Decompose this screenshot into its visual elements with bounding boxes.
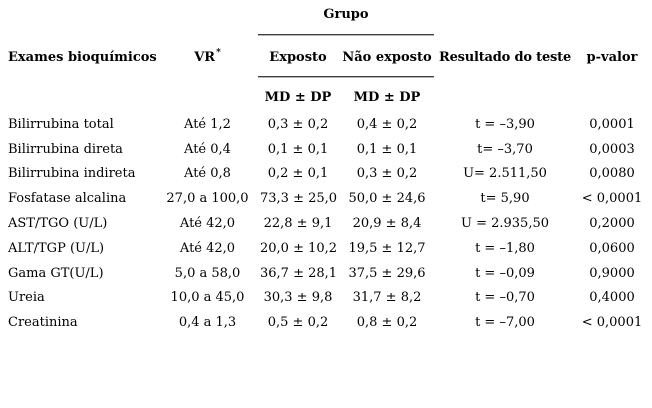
pvalue-cell: 0,2000 <box>589 216 635 232</box>
md-dp-subheader-row: MD ± DP MD ± DP <box>0 87 652 107</box>
pvalue-cell: 0,4000 <box>589 290 635 306</box>
test-result-cell: U = 2.935,50 <box>460 216 549 232</box>
vr-cell: Até 42,0 <box>179 240 236 256</box>
exposed-cell: 22,8 ± 9,1 <box>263 216 333 232</box>
table-row: Bilirrubina indireta Até 0,8 0,2 ± 0,1 0… <box>0 162 652 187</box>
vr-cell: Até 0,8 <box>184 166 231 182</box>
test-result-cell: t = –0,09 <box>475 265 535 281</box>
pvalue-cell: 0,0080 <box>589 166 635 182</box>
not-exposed-cell: 37,5 ± 29,6 <box>348 265 426 281</box>
col-header-not-exposed: Não exposto <box>342 49 432 65</box>
exam-name-cell: Creatinina <box>8 315 78 331</box>
test-result-cell: t = –7,00 <box>475 315 535 331</box>
vr-cell: Até 1,2 <box>184 116 231 132</box>
not-exposed-cell: 31,7 ± 8,2 <box>352 290 422 306</box>
md-dp-exposed-label: MD ± DP <box>264 89 332 105</box>
vr-cell: 0,4 a 1,3 <box>178 315 237 331</box>
exposed-cell: 0,5 ± 0,2 <box>267 315 329 331</box>
table-row: Bilirrubina direta Até 0,4 0,1 ± 0,1 0,1… <box>0 137 652 162</box>
pvalue-cell: 0,0003 <box>589 141 635 157</box>
exposed-cell: 36,7 ± 28,1 <box>260 265 338 281</box>
table-body: Bilirrubina total Até 1,2 0,3 ± 0,2 0,4 … <box>0 112 652 335</box>
exam-name-cell: Gama GT(U/L) <box>8 265 104 281</box>
exam-name-cell: Bilirrubina direta <box>8 141 123 157</box>
exam-name-cell: Bilirrubina total <box>8 116 114 132</box>
col-header-exposed: Exposto <box>269 49 327 65</box>
vr-cell: 5,0 a 58,0 <box>174 265 241 281</box>
test-result-cell: U= 2.511,50 <box>463 166 547 182</box>
vr-cell: 10,0 a 45,0 <box>170 290 245 306</box>
group-rule-top <box>258 34 434 36</box>
not-exposed-cell: 0,4 ± 0,2 <box>356 116 418 132</box>
test-result-cell: t = –1,80 <box>475 240 535 256</box>
vr-cell: 27,0 a 100,0 <box>166 191 249 207</box>
pvalue-cell: 0,9000 <box>589 265 635 281</box>
not-exposed-cell: 0,8 ± 0,2 <box>356 315 418 331</box>
table-row: Ureia 10,0 a 45,0 30,3 ± 9,8 31,7 ± 8,2 … <box>0 286 652 311</box>
pvalue-cell: 0,0600 <box>589 240 635 256</box>
pvalue-cell: < 0,0001 <box>581 191 643 207</box>
not-exposed-cell: 20,9 ± 8,4 <box>352 216 422 232</box>
test-result-cell: t= 5,90 <box>480 191 530 207</box>
exam-name-cell: AST/TGO (U/L) <box>8 216 108 232</box>
md-dp-not-exposed-label: MD ± DP <box>353 89 421 105</box>
exam-name-cell: Bilirrubina indireta <box>8 166 136 182</box>
exam-name-cell: ALT/TGP (U/L) <box>8 240 105 256</box>
exposed-cell: 73,3 ± 25,0 <box>260 191 338 207</box>
table-row: Bilirrubina total Até 1,2 0,3 ± 0,2 0,4 … <box>0 112 652 137</box>
vr-footnote-marker: * <box>216 48 221 59</box>
table-row: Gama GT(U/L) 5,0 a 58,0 36,7 ± 28,1 37,5… <box>0 261 652 286</box>
not-exposed-cell: 0,1 ± 0,1 <box>356 141 418 157</box>
column-header-row: Exames bioquímicos VR* Exposto Não expos… <box>0 46 652 68</box>
not-exposed-cell: 19,5 ± 12,7 <box>348 240 426 256</box>
test-result-cell: t = –0,70 <box>475 290 535 306</box>
table-row: ALT/TGP (U/L) Até 42,0 20,0 ± 10,2 19,5 … <box>0 236 652 261</box>
col-header-test-result: Resultado do teste <box>438 49 572 65</box>
exam-name-cell: Fosfatase alcalina <box>8 191 127 207</box>
col-header-exams: Exames bioquímicos <box>8 49 157 65</box>
vr-label: VR <box>194 49 216 65</box>
pvalue-cell: < 0,0001 <box>581 315 643 331</box>
pvalue-cell: 0,0001 <box>589 116 635 132</box>
not-exposed-cell: 50,0 ± 24,6 <box>348 191 426 207</box>
not-exposed-cell: 0,3 ± 0,2 <box>356 166 418 182</box>
exposed-cell: 0,1 ± 0,1 <box>267 141 329 157</box>
exposed-cell: 30,3 ± 9,8 <box>263 290 333 306</box>
col-header-pvalue: p-valor <box>586 49 638 65</box>
group-header-label: Grupo <box>323 7 369 22</box>
group-rule-bottom <box>258 76 434 78</box>
exposed-cell: 0,3 ± 0,2 <box>267 116 329 132</box>
table-row: Fosfatase alcalina 27,0 a 100,0 73,3 ± 2… <box>0 186 652 211</box>
test-result-cell: t= –3,70 <box>477 141 533 157</box>
table-row: Creatinina 0,4 a 1,3 0,5 ± 0,2 0,8 ± 0,2… <box>0 310 652 335</box>
col-header-vr: VR* <box>155 48 260 65</box>
exposed-cell: 0,2 ± 0,1 <box>267 166 329 182</box>
vr-cell: Até 0,4 <box>184 141 231 157</box>
exposed-cell: 20,0 ± 10,2 <box>260 240 338 256</box>
vr-cell: Até 42,0 <box>179 216 236 232</box>
exam-name-cell: Ureia <box>8 290 45 306</box>
test-result-cell: t = –3,90 <box>475 116 535 132</box>
table-row: AST/TGO (U/L) Até 42,0 22,8 ± 9,1 20,9 ±… <box>0 211 652 236</box>
